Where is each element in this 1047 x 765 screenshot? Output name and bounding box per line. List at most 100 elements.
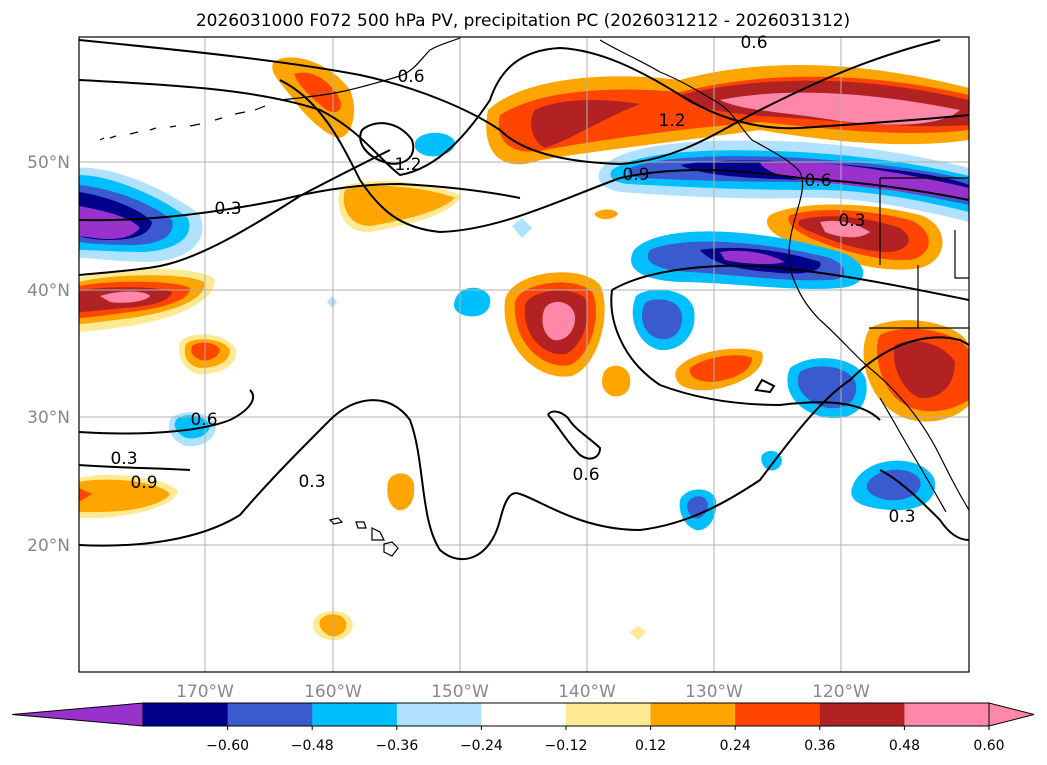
contour-label: 0.9 [622, 165, 649, 185]
map-panel: 0.6 0.6 1.2 1.2 0.9 0.6 0.3 0.3 0.6 0.3 … [78, 33, 970, 673]
lon-label-160w: 160°W [304, 682, 362, 702]
colorbar-pos-end [988, 702, 1035, 727]
negative-near-31n-123w-core [797, 366, 857, 409]
longitude-labels: 170°W 160°W 150°W 140°W 130°W 120°W [176, 682, 870, 702]
negative-small-40n-150w [454, 287, 491, 317]
positive-baja-l3 [893, 341, 955, 399]
positive-small-46n-141w [594, 209, 618, 220]
pv-contour-0.3-southeast [879, 469, 969, 541]
pv-contours [79, 39, 969, 561]
contour-label: 0.3 [214, 199, 241, 219]
lon-label-150w: 150°W [431, 682, 489, 702]
lat-label-50n: 50°N [27, 153, 70, 173]
negative-near-35n-133w-core [641, 299, 682, 340]
alaska-peninsula-coast [279, 37, 461, 101]
negative-west-edge-45n-min [79, 206, 140, 239]
lat-label-20n: 20°N [27, 536, 70, 556]
colorbar-tick-label: 0.48 [889, 738, 920, 754]
positive-near-55n-162w-core [294, 72, 341, 113]
colorbar-neg-end [11, 702, 144, 727]
colorbar-tick-label: 0.60 [973, 738, 1004, 754]
pv-contour-0.6-lobe [547, 410, 602, 460]
contour-label: 0.3 [110, 449, 137, 469]
colorbar-cell [566, 703, 652, 726]
positive-west-edge-39n-peak [100, 291, 150, 303]
positive-west-edge-24n-peak [79, 488, 92, 502]
lon-label-140w: 140°W [558, 682, 616, 702]
contour-label: 0.3 [888, 507, 915, 527]
negative-small-27n-127w [761, 450, 782, 471]
pv-contour-closed-small [754, 378, 776, 394]
colorbar-cell [735, 703, 821, 726]
negative-near-25n-116w-core [866, 469, 921, 501]
positive-near-34n-130w-core [689, 355, 752, 382]
contour-label: 1.2 [658, 111, 685, 131]
colorbar-tick-label: 0.36 [804, 738, 835, 754]
colorbar-ticks: −0.60 −0.48 −0.36 −0.24 −0.12 0.12 0.24 0.36 0.4… [206, 726, 1005, 754]
contour-label: 0.6 [804, 171, 831, 191]
pv-contour-1.2-closed [359, 122, 415, 165]
negative-small-45n-146w [512, 218, 532, 238]
colorbar-cell [481, 703, 567, 726]
contour-labels: 0.6 0.6 1.2 1.2 0.9 0.6 0.3 0.3 0.6 0.3 … [110, 33, 915, 527]
positive-oregon-peak [820, 220, 870, 238]
colorbar-cell [396, 703, 482, 726]
colorbar-cell [904, 703, 990, 726]
positive-west-edge-24n-core [79, 479, 170, 512]
colorbar-tick-label: −0.36 [375, 738, 418, 754]
negative-near-29n-170w-core [174, 415, 210, 439]
colorbar-cell [143, 703, 229, 726]
contour-label: 0.6 [190, 410, 217, 430]
pv-contour-0.3-south [79, 336, 969, 561]
contour-label: 0.3 [298, 472, 325, 492]
negative-offshore-ca-min [720, 250, 785, 265]
se-alaska-bc-coast [599, 39, 804, 216]
colorbar-cell [227, 703, 313, 726]
positive-small-33n-138w [602, 365, 631, 397]
negative-small-51n-152w [414, 132, 456, 157]
colorbar-cell [650, 703, 736, 726]
colorbar-tick-label: −0.48 [291, 738, 334, 754]
positive-near-37n-143w-peak [542, 301, 576, 341]
pv-contour-0.3-west [79, 182, 521, 222]
pv-contour-0.6-mid [79, 149, 391, 276]
contour-label: 0.6 [572, 465, 599, 485]
contour-label: 0.6 [740, 33, 767, 53]
pv-contour-0.9 [279, 79, 969, 234]
colorbar-tick-label: 0.24 [720, 738, 751, 754]
hawaiian-islands [328, 517, 399, 557]
pv-contour-0.9-southwest [79, 389, 255, 435]
colorbar-cell [819, 703, 905, 726]
lon-label-170w: 170°W [176, 682, 234, 702]
lon-label-120w: 120°W [812, 682, 870, 702]
map-frame [78, 36, 970, 673]
contour-label: 1.2 [394, 155, 421, 175]
contour-label: 0.3 [838, 211, 865, 231]
lat-label-30n: 30°N [27, 408, 70, 428]
colorbar-tick-label: −0.24 [460, 738, 503, 754]
contour-label: 0.6 [397, 67, 424, 87]
negative-small-40n-160w [327, 296, 337, 308]
colorbar-cell [312, 703, 398, 726]
aleutian-islands [99, 105, 266, 141]
positive-small-13n-136w [630, 626, 646, 640]
figure-title: 2026031000 F072 500 hPa PV, precipitatio… [196, 11, 850, 31]
lon-label-130w: 130°W [685, 682, 743, 702]
baja-coast [879, 397, 947, 513]
pv-contour-0.6-north [79, 39, 941, 166]
gridlines [79, 37, 969, 672]
colorbar-cells [143, 703, 990, 726]
colorbar-tick-label: −0.12 [545, 738, 588, 754]
colorbar: −0.60 −0.48 −0.36 −0.24 −0.12 0.12 0.24 0.36 0.4… [11, 702, 1035, 754]
pv-contour-0.6-southwest [79, 464, 191, 471]
colorbar-tick-label: −0.60 [206, 738, 249, 754]
us-state-borders [869, 177, 969, 329]
precipitation-anomaly-fill [79, 57, 969, 641]
contour-label: 0.9 [130, 473, 157, 493]
lat-label-40n: 40°N [27, 281, 70, 301]
latitude-labels: 50°N 40°N 30°N 20°N [27, 153, 70, 556]
pv-contour-0.3-east [610, 264, 969, 421]
positive-small-24n-155w [387, 473, 415, 511]
positive-near-35n-170w-core [191, 342, 220, 361]
